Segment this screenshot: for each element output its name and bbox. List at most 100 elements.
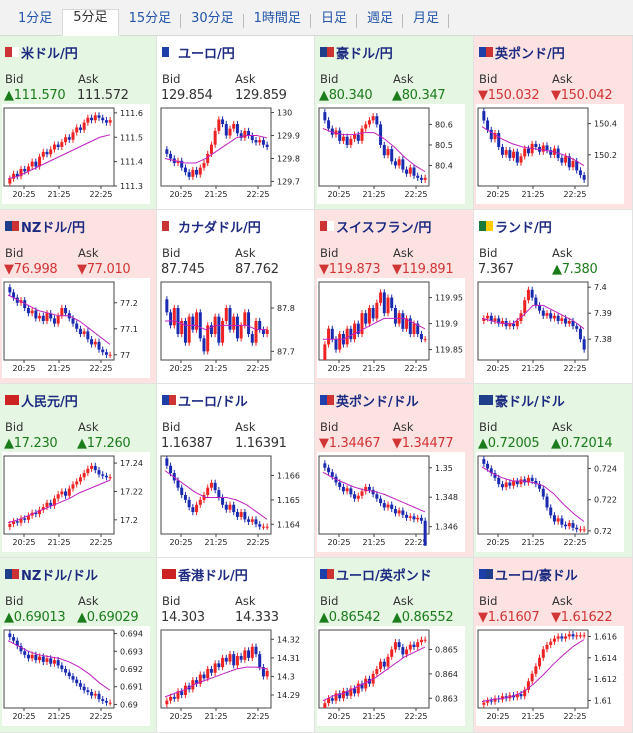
candle-body (549, 641, 553, 645)
pair-title-link[interactable]: NZドル/ドル (5, 566, 98, 584)
pair-card[interactable]: 英ポンド/ドル Bid Ask ▼1.34467 ▼1.34477 1.35 1.… (315, 384, 474, 558)
pair-title-link[interactable]: 豪ドル/円 (320, 44, 393, 62)
candle-body (202, 163, 206, 168)
price-chart[interactable]: 0.724 0.722 0.72 20:25 21:25 22:25 (476, 452, 624, 552)
pair-card[interactable]: スイスフラン/円 Bid Ask ▼119.873 ▼119.891 119.9… (315, 210, 474, 384)
candle-body (538, 305, 542, 311)
x-tick-label: 21:25 (47, 190, 70, 199)
pair-title-link[interactable]: 米ドル/円 (5, 44, 78, 62)
price-chart[interactable]: 119.95 119.9 119.85 20:25 21:25 22:25 (317, 278, 465, 378)
tab-1w[interactable]: 週足 (357, 8, 403, 35)
price-chart[interactable]: 130 129.9 129.8 129.7 20:25 21:25 22:25 (159, 104, 307, 204)
price-chart[interactable]: 17.24 17.22 17.2 20:25 21:25 22:25 (2, 452, 150, 552)
price-chart[interactable]: 1.616 1.614 1.612 1.61 20:25 21:25 22:25 (476, 626, 624, 726)
price-chart[interactable]: 1.35 1.348 1.346 20:25 21:25 22:25 (317, 452, 465, 552)
tab-1d[interactable]: 日足 (311, 8, 357, 35)
price-chart[interactable]: 14.32 14.31 14.3 14.29 20:25 21:25 22:25 (159, 626, 307, 726)
price-chart[interactable]: 150.4 150.2 20:25 21:25 22:25 (476, 104, 624, 204)
candle-body (86, 117, 90, 123)
pair-card[interactable]: ユーロ/豪ドル Bid Ask ▼1.61607 ▼1.61622 1.616 1… (474, 558, 633, 733)
pair-card[interactable]: 人民元/円 Bid Ask ▲17.230 ▲17.260 17.24 17.22… (0, 384, 157, 558)
tab-1mo[interactable]: 月足 (403, 8, 449, 35)
candle-body (382, 144, 386, 156)
price-chart[interactable]: 1.166 1.165 1.164 20:25 21:25 22:25 (159, 452, 307, 552)
pair-title-link[interactable]: ユーロ/ドル (162, 392, 248, 410)
pair-card[interactable]: 香港ドル/円 Bid Ask 14.303 14.333 14.32 14.31 1… (157, 558, 315, 733)
y-tick-label: 14.3 (277, 672, 295, 681)
candle-body (567, 156, 571, 168)
candle-body (228, 654, 232, 662)
pair-title-link[interactable]: カナダドル/円 (162, 218, 261, 236)
pair-title-link[interactable]: ユーロ/円 (162, 44, 235, 62)
candle-body (560, 318, 564, 321)
pair-card[interactable]: 豪ドル/ドル Bid Ask ▲0.72005 ▲0.72014 0.724 0.… (474, 384, 633, 558)
pair-card[interactable]: NZドル/円 Bid Ask ▼76.998 ▼77.010 77.2 77.1 7… (0, 210, 157, 384)
pair-card[interactable]: 豪ドル/円 Bid Ask ▲80.340 ▲80.347 80.6 80.5 80… (315, 36, 474, 210)
pair-card[interactable]: ユーロ/英ポンド Bid Ask ▲0.86542 ▲0.86552 0.865… (315, 558, 474, 733)
price-chart[interactable]: 87.8 87.7 20:25 21:25 22:25 (159, 278, 307, 378)
pair-card[interactable]: NZドル/ドル Bid Ask ▲0.69013 ▲0.69029 0.694 0… (0, 558, 157, 733)
candle-body (224, 657, 228, 662)
candle-body (198, 674, 202, 684)
pair-title-link[interactable]: ユーロ/豪ドル (479, 566, 578, 584)
candle-body (247, 130, 251, 136)
candle-body (56, 144, 60, 147)
candle-body (375, 669, 379, 674)
flag-icon (162, 395, 176, 405)
pair-title-link[interactable]: NZドル/円 (5, 218, 85, 236)
candle-body (183, 167, 187, 173)
pair-title-link[interactable]: ランド/円 (479, 218, 552, 236)
price-chart[interactable]: 111.6 111.5 111.4 111.3 20:25 21:25 22:25 (2, 104, 150, 204)
candle-body (56, 315, 60, 324)
pair-card[interactable]: ユーロ/円 Bid Ask 129.854 129.859 130 129.9 12… (157, 36, 315, 210)
candle-body (545, 644, 549, 650)
tab-1m[interactable]: 1分足 (18, 11, 53, 26)
tab-5m[interactable]: 5分足 (62, 9, 119, 36)
pair-title-link[interactable]: 英ポンド/ドル (320, 392, 419, 410)
tab-30m[interactable]: 30分足 (181, 8, 244, 35)
pair-title-link[interactable]: 豪ドル/ドル (479, 392, 565, 410)
candle-body (60, 491, 64, 495)
candle-body (500, 696, 504, 700)
pair-title-link[interactable]: 香港ドル/円 (162, 566, 248, 584)
candle-body (526, 289, 530, 301)
price-chart[interactable]: 7.4 7.39 7.38 20:25 21:25 22:25 (476, 278, 624, 378)
chart-svg: 1.166 1.165 1.164 20:25 21:25 22:25 (160, 455, 300, 547)
candle-body (575, 635, 579, 637)
pair-title-link[interactable]: スイスフラン/円 (320, 218, 431, 236)
pair-title-link[interactable]: 英ポンド/円 (479, 44, 565, 62)
pair-title-link[interactable]: ユーロ/英ポンド (320, 566, 432, 584)
candle-body (52, 660, 56, 664)
candle-body (41, 656, 45, 662)
chart-svg: 0.865 0.864 0.863 20:25 21:25 22:25 (318, 629, 458, 721)
price-chart[interactable]: 80.6 80.5 80.4 20:25 21:25 22:25 (317, 104, 465, 204)
price-chart[interactable]: 0.694 0.693 0.692 0.691 0.69 20:25 21:25 22:25 (2, 626, 150, 726)
candle-body (71, 318, 75, 324)
pair-card[interactable]: ユーロ/ドル Bid Ask 1.16387 1.16391 1.166 1.16… (157, 384, 315, 558)
candle-body (401, 510, 405, 515)
price-chart[interactable]: 77.2 77.1 77 20:25 21:25 22:25 (2, 278, 150, 378)
candle-body (52, 318, 56, 324)
tab-1h[interactable]: 1時間足 (244, 8, 312, 35)
candle-body (382, 292, 386, 314)
tab-15m[interactable]: 15分足 (119, 8, 182, 35)
candle-body (508, 323, 512, 327)
candle-body (187, 316, 191, 343)
pair-card[interactable]: ランド/円 Bid Ask 7.367 ▲7.380 7.4 7.39 7.38 20… (474, 210, 633, 384)
candle-body (405, 318, 409, 329)
price-chart[interactable]: 0.865 0.864 0.863 20:25 21:25 22:25 (317, 626, 465, 726)
bid-label: Bid (320, 420, 339, 434)
pair-title-link[interactable]: 人民元/円 (5, 392, 78, 410)
pair-card[interactable]: 英ポンド/円 Bid Ask ▼150.032 ▼150.042 150.4 15… (474, 36, 633, 210)
x-tick-label: 22:25 (404, 190, 427, 199)
candle-body (401, 647, 405, 655)
candle-body (534, 666, 538, 674)
candle-body (519, 479, 523, 485)
candle-body (209, 144, 213, 154)
pair-card[interactable]: カナダドル/円 Bid Ask 87.745 87.762 87.8 87.7 20… (157, 210, 315, 384)
x-tick-label: 20:25 (169, 538, 192, 547)
bid-value: ▲0.69013 (4, 610, 66, 625)
candle-body (104, 700, 108, 703)
pair-card[interactable]: 米ドル/円 Bid Ask ▲111.570 111.572 111.6 111.… (0, 36, 157, 210)
candle-body (243, 512, 247, 520)
